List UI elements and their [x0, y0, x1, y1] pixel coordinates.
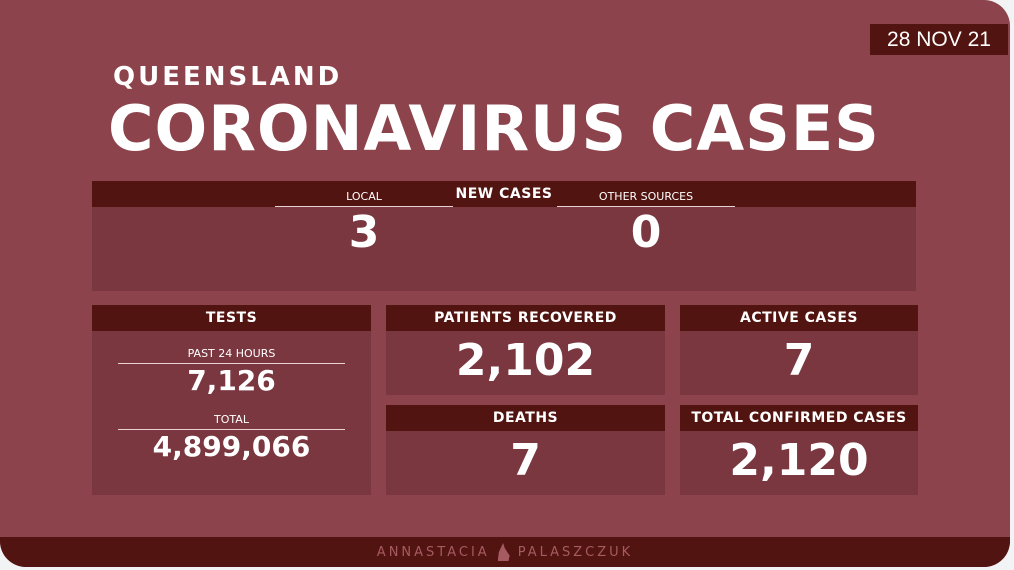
new-cases-panel: NEW CASES LOCAL 3 OTHER SOURCES 0	[92, 181, 916, 291]
footer-last-name: PALASZCZUK	[517, 544, 634, 560]
active-panel: ACTIVE CASES 7	[680, 305, 918, 395]
total-confirmed-value: 2,120	[729, 435, 869, 486]
footer: ANNASTACIA PALASZCZUK	[0, 537, 1010, 567]
total-confirmed-panel: TOTAL CONFIRMED CASES 2,120	[680, 405, 918, 495]
total-confirmed-header: TOTAL CONFIRMED CASES	[680, 405, 918, 431]
recovered-panel: PATIENTS RECOVERED 2,102	[386, 305, 665, 395]
active-header: ACTIVE CASES	[680, 305, 918, 331]
past-24-hours-value: 7,126	[187, 364, 276, 397]
deaths-value: 7	[510, 435, 541, 486]
total-tests-value: 4,899,066	[152, 430, 311, 463]
subtitle: QUEENSLAND	[113, 62, 343, 92]
deaths-panel: DEATHS 7	[386, 405, 665, 495]
recovered-value: 2,102	[455, 335, 596, 386]
date-badge: 28 NOV 21	[870, 24, 1008, 55]
tests-header: TESTS	[92, 305, 371, 331]
total-tests-label: TOTAL	[118, 413, 345, 430]
other-sources-label: OTHER SOURCES	[557, 190, 735, 207]
tests-panel: TESTS PAST 24 HOURS 7,126 TOTAL 4,899,06…	[92, 305, 371, 495]
deaths-header: DEATHS	[386, 405, 665, 431]
local-value: 3	[348, 207, 380, 258]
queensland-map-icon	[497, 543, 510, 561]
footer-first-name: ANNASTACIA	[376, 544, 490, 560]
active-value: 7	[783, 335, 815, 386]
past-24-hours-label: PAST 24 HOURS	[118, 347, 345, 364]
local-label: LOCAL	[275, 190, 453, 207]
page-title: CORONAVIRUS CASES	[108, 92, 880, 165]
other-sources-value: 0	[630, 207, 662, 258]
new-cases-header: NEW CASES	[92, 181, 916, 207]
recovered-header: PATIENTS RECOVERED	[386, 305, 665, 331]
